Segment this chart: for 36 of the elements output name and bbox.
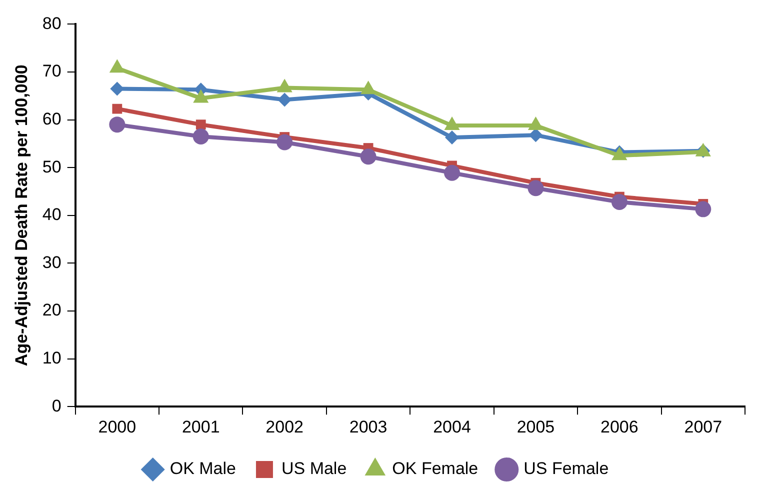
x-tick-label: 2000 xyxy=(98,417,136,436)
x-tick-label: 2007 xyxy=(684,417,722,436)
x-tick-label: 2006 xyxy=(600,417,638,436)
legend-label: OK Male xyxy=(170,459,236,478)
y-tick-label: 60 xyxy=(42,109,62,128)
y-tick-label: 50 xyxy=(42,157,62,176)
y-tick-label: 0 xyxy=(52,396,62,416)
point xyxy=(109,116,126,133)
x-tick-label: 2003 xyxy=(349,417,388,436)
point xyxy=(611,194,628,210)
point xyxy=(695,201,712,218)
x-tick-label: 2002 xyxy=(266,417,304,436)
point xyxy=(276,134,293,150)
y-tick-label: 40 xyxy=(42,205,62,224)
y-tick-label: 30 xyxy=(42,252,62,272)
legend-label: US Female xyxy=(524,459,609,478)
y-tick-label: 10 xyxy=(42,348,62,368)
point xyxy=(360,148,376,165)
x-tick-label: 2005 xyxy=(516,417,555,436)
legend-label: US Male xyxy=(281,459,347,478)
y-tick-label: 80 xyxy=(42,14,62,33)
y-axis-title: Age-Adjusted Death Rate per 100,000 xyxy=(12,64,31,366)
x-tick-label: 2004 xyxy=(433,417,471,436)
legend-label: OK Female xyxy=(392,459,478,478)
point xyxy=(192,128,209,145)
point xyxy=(112,104,122,114)
x-tick-label: 2001 xyxy=(182,417,220,436)
y-tick-label: 70 xyxy=(42,62,62,81)
point xyxy=(528,128,543,142)
point xyxy=(528,180,544,196)
point xyxy=(278,92,292,107)
y-tick-label: 20 xyxy=(42,300,62,320)
point xyxy=(110,82,124,96)
point xyxy=(196,120,206,130)
point xyxy=(445,130,460,144)
point xyxy=(444,164,460,181)
